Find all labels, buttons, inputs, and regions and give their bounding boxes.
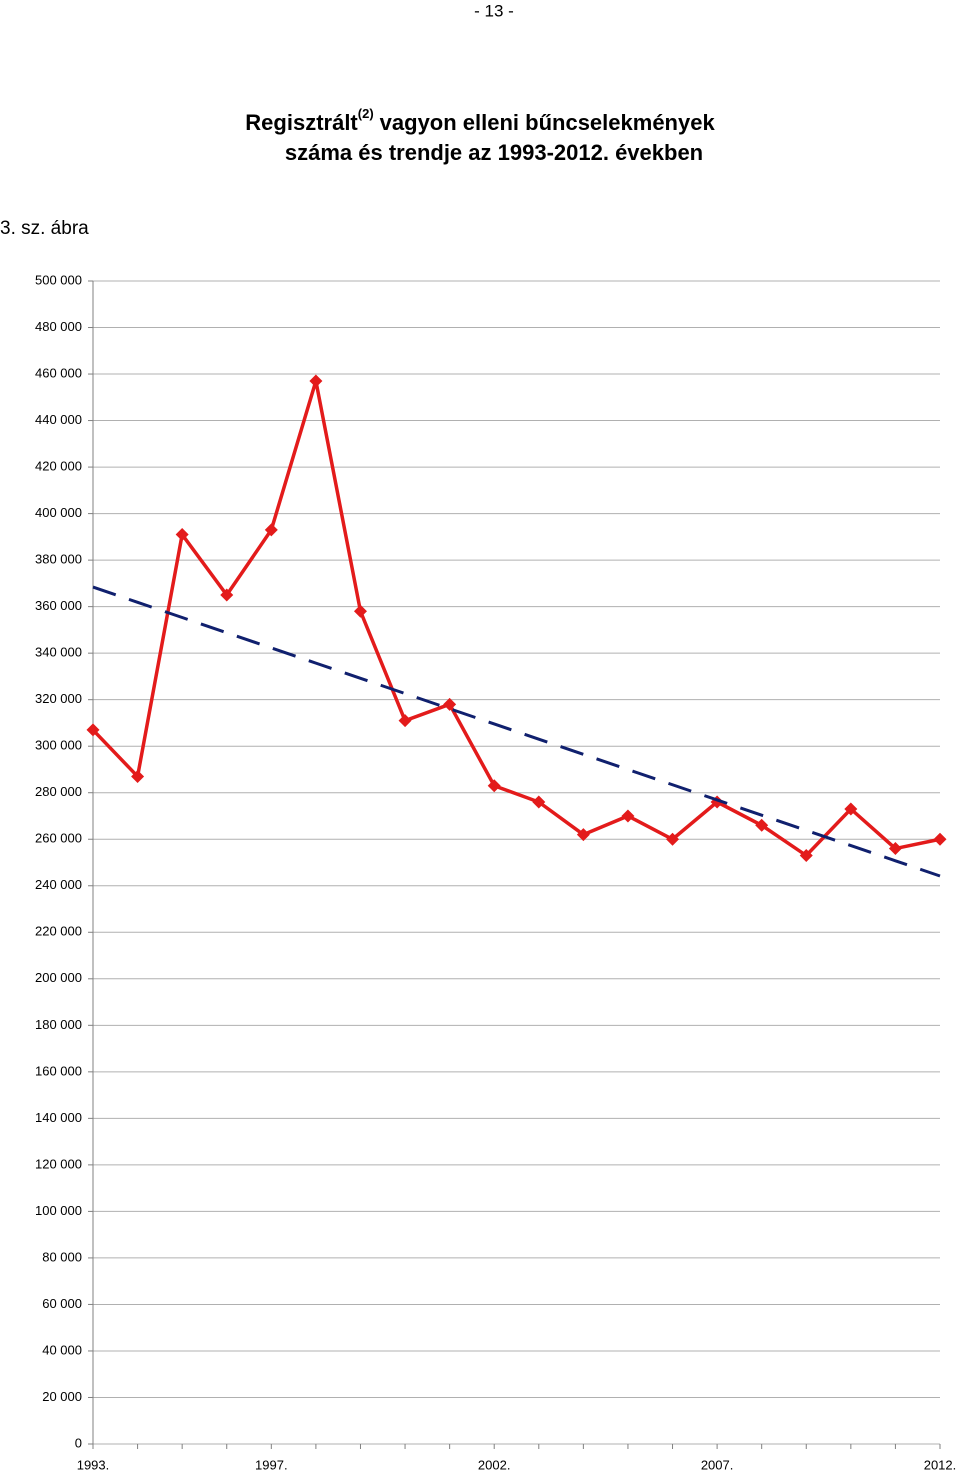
data-point (933, 832, 947, 846)
page-number: - 13 - (474, 1, 514, 20)
y-tick-label: 500 000 (35, 272, 82, 287)
y-tick-label: 260 000 (35, 831, 82, 846)
title-part: Regisztrált (245, 110, 358, 135)
x-tick-label: 2012. (924, 1457, 957, 1472)
trend-line (92, 585, 941, 878)
y-tick-label: 300 000 (35, 738, 82, 753)
data-point (86, 723, 100, 737)
y-tick-label: 100 000 (35, 1203, 82, 1218)
figure-label: 3. sz. ábra (0, 218, 89, 239)
data-point (755, 818, 769, 832)
data-point (353, 604, 367, 618)
y-tick-label: 240 000 (35, 877, 82, 892)
y-tick-label: 480 000 (35, 319, 82, 334)
y-tick-label: 160 000 (35, 1063, 82, 1078)
y-tick-label: 360 000 (35, 598, 82, 613)
y-tick-label: 120 000 (35, 1156, 82, 1171)
data-point (220, 588, 234, 602)
data-point (264, 523, 278, 537)
data-point (576, 828, 590, 842)
y-tick-label: 380 000 (35, 552, 82, 567)
y-tick-label: 400 000 (35, 505, 82, 520)
y-tick-label: 220 000 (35, 924, 82, 939)
x-tick-label: 1993. (77, 1457, 110, 1472)
y-tick-label: 320 000 (35, 691, 82, 706)
y-tick-label: 140 000 (35, 1110, 82, 1125)
data-point (487, 779, 501, 793)
data-point (398, 714, 412, 728)
y-tick-label: 60 000 (42, 1296, 82, 1311)
data-point (443, 697, 457, 711)
data-point (532, 795, 546, 809)
y-tick-label: 80 000 (42, 1249, 82, 1264)
x-tick-label: 1997. (255, 1457, 288, 1472)
data-point (844, 802, 858, 816)
data-line (91, 380, 941, 858)
y-tick-label: 440 000 (35, 412, 82, 427)
y-tick-label: 200 000 (35, 970, 82, 985)
data-point (175, 528, 189, 542)
title-part: vagyon elleni bűncselekmények (380, 110, 716, 135)
y-tick-label: 40 000 (42, 1342, 82, 1357)
y-tick-label: 420 000 (35, 459, 82, 474)
title-superscript: (2) (358, 106, 374, 121)
x-tick-label: 2007. (701, 1457, 734, 1472)
y-tick-label: 180 000 (35, 1017, 82, 1032)
y-tick-label: 280 000 (35, 784, 82, 799)
data-point (621, 809, 635, 823)
y-tick-label: 460 000 (35, 365, 82, 380)
x-tick-label: 2002. (478, 1457, 511, 1472)
chart-title: száma és trendje az 1993-2012. években (285, 140, 703, 165)
data-point (131, 769, 145, 783)
data-point (666, 832, 680, 846)
data-point (799, 849, 813, 863)
y-tick-label: 0 (75, 1435, 82, 1450)
chart-title: Regisztrált(2) vagyon elleni bűncselekmén… (245, 106, 715, 134)
y-tick-label: 340 000 (35, 645, 82, 660)
y-tick-label: 20 000 (42, 1389, 82, 1404)
data-point (888, 842, 902, 856)
data-point (309, 374, 323, 388)
